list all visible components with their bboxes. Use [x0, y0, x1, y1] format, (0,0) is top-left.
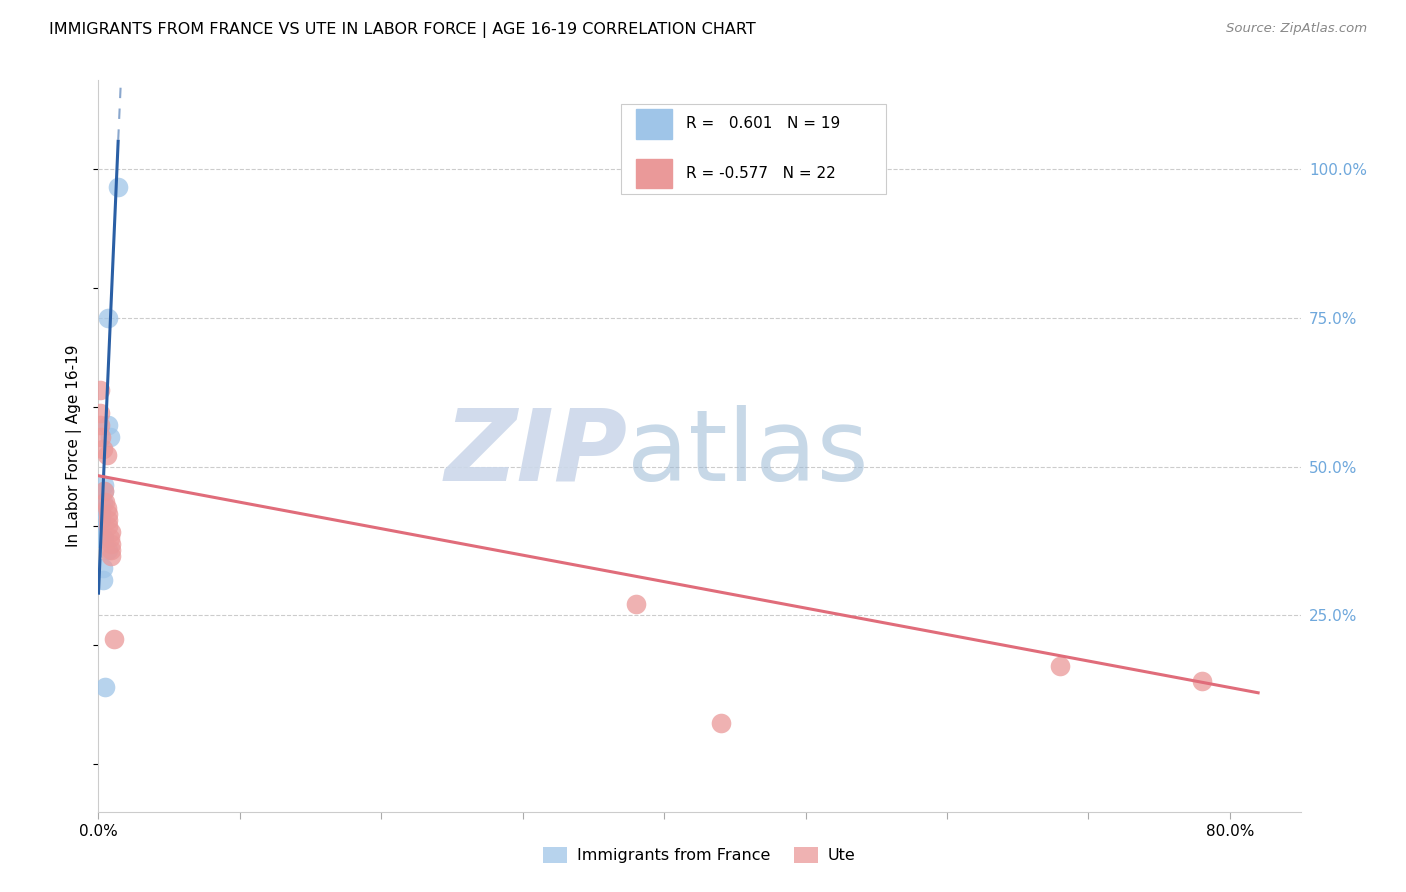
Point	[90, 499, 112, 513]
Point	[93, 531, 115, 545]
Point	[91, 442, 114, 456]
Point	[90, 513, 112, 527]
Point	[97, 513, 120, 527]
Point	[100, 525, 122, 540]
Point	[107, 180, 129, 194]
Text: R =   0.601   N = 19: R = 0.601 N = 19	[686, 117, 841, 131]
Point	[96, 501, 118, 516]
Point	[624, 597, 647, 611]
Point	[97, 543, 120, 558]
Point	[100, 543, 122, 558]
Point	[94, 680, 117, 694]
Point	[91, 495, 114, 509]
Point	[93, 483, 115, 498]
Point	[94, 495, 117, 509]
Point	[100, 549, 122, 563]
Text: Source: ZipAtlas.com: Source: ZipAtlas.com	[1226, 22, 1367, 36]
Bar	[621, 103, 886, 194]
Point	[96, 448, 118, 462]
Point	[98, 531, 121, 545]
Bar	[636, 159, 672, 188]
Y-axis label: In Labor Force | Age 16-19: In Labor Force | Age 16-19	[66, 344, 83, 548]
Point	[89, 508, 111, 522]
Point	[97, 311, 120, 326]
Point	[1049, 659, 1071, 673]
Point	[90, 531, 112, 545]
Point	[93, 477, 115, 491]
Point	[97, 418, 120, 433]
Point	[103, 632, 125, 647]
Point	[97, 519, 120, 533]
Text: IMMIGRANTS FROM FRANCE VS UTE IN LABOR FORCE | AGE 16-19 CORRELATION CHART: IMMIGRANTS FROM FRANCE VS UTE IN LABOR F…	[49, 22, 756, 38]
Point	[89, 513, 111, 527]
Point	[100, 537, 122, 551]
Point	[89, 418, 111, 433]
Point	[93, 483, 115, 498]
Bar	[636, 110, 672, 138]
Point	[1191, 673, 1213, 688]
Point	[89, 531, 111, 545]
Point	[98, 430, 121, 444]
Point	[89, 406, 111, 420]
Point	[90, 430, 112, 444]
Text: atlas: atlas	[627, 405, 869, 502]
Point	[91, 561, 114, 575]
Text: R = -0.577   N = 22: R = -0.577 N = 22	[686, 166, 837, 181]
Point	[710, 715, 733, 730]
Text: ZIP: ZIP	[444, 405, 627, 502]
Point	[90, 504, 112, 518]
Point	[91, 573, 114, 587]
Point	[89, 383, 111, 397]
Legend: Immigrants from France, Ute: Immigrants from France, Ute	[537, 840, 862, 870]
Point	[97, 508, 120, 522]
